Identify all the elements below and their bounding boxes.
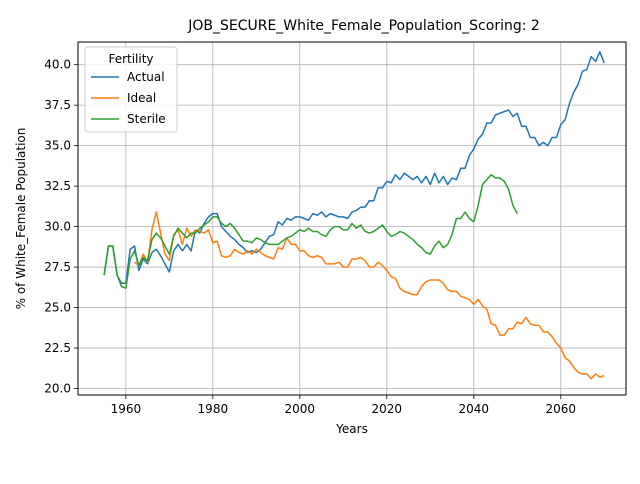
- y-axis-label: % of White_Female Population: [14, 128, 28, 310]
- x-tick-label: 2020: [372, 402, 403, 416]
- y-tick-label: 32.5: [44, 179, 71, 193]
- grid: [78, 42, 626, 395]
- legend-box: [84, 46, 178, 133]
- legend-label-ideal: Ideal: [127, 91, 156, 105]
- y-tick-label: 35.0: [44, 139, 71, 153]
- x-tick-label: 2040: [459, 402, 490, 416]
- chart-title: JOB_SECURE_White_Female_Population_Scori…: [187, 18, 540, 34]
- x-axis: 1960 1980 2000 2020 2040 2060: [111, 395, 576, 416]
- x-tick-label: 1980: [198, 402, 229, 416]
- y-tick-label: 25.0: [44, 301, 71, 315]
- y-tick-label: 27.5: [44, 260, 71, 274]
- x-tick-label: 2060: [545, 402, 576, 416]
- series-line-sterile: [103, 174, 518, 289]
- legend-label-sterile: Sterile: [127, 112, 166, 126]
- x-tick-label: 2000: [285, 402, 316, 416]
- y-tick-label: 40.0: [44, 58, 71, 72]
- y-axis: 20.0 22.5 25.0 27.5 30.0 32.5 35.0 37.5 40.0: [44, 58, 78, 396]
- legend-label-actual: Actual: [127, 70, 165, 84]
- x-axis-label: Years: [335, 422, 368, 436]
- y-tick-label: 22.5: [44, 341, 71, 355]
- series-line-ideal: [134, 211, 605, 380]
- y-tick-label: 20.0: [44, 382, 71, 396]
- y-tick-label: 37.5: [44, 98, 71, 112]
- series-lines: [103, 50, 605, 380]
- x-tick-label: 1960: [111, 402, 142, 416]
- legend-title: Fertility: [108, 52, 153, 66]
- legend: Fertility Actual Ideal Sterile: [84, 46, 178, 133]
- series-line-actual: [103, 50, 605, 285]
- y-tick-label: 30.0: [44, 220, 71, 234]
- plot-frame: [77, 41, 627, 396]
